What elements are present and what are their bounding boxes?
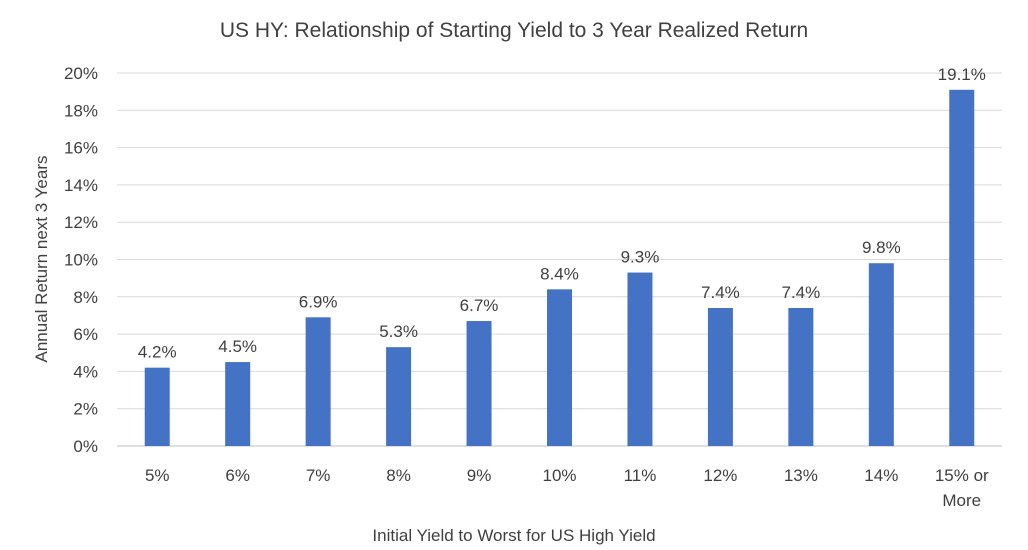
bar <box>627 272 653 446</box>
x-tick-label: 10% <box>542 466 576 485</box>
data-label: 4.2% <box>138 343 177 362</box>
data-label: 7.4% <box>781 283 820 302</box>
y-tick-label: 16% <box>64 139 98 158</box>
x-axis-title: Initial Yield to Worst for US High Yield <box>372 526 655 545</box>
y-tick-label: 20% <box>64 64 98 83</box>
bar <box>547 289 572 446</box>
data-label: 5.3% <box>379 322 418 341</box>
x-axis-ticks: 5% 6% 7% 8% 9% 10% 11% 12% 13% 14% 15% or More <box>145 466 989 510</box>
data-label: 8.4% <box>540 264 579 283</box>
x-tick-label: 6% <box>225 466 250 485</box>
data-label: 19.1% <box>938 65 986 84</box>
y-axis-ticks: 0% 2% 4% 6% 8% 10% 12% 14% 16% 18% 20% <box>64 64 98 456</box>
data-label: 9.8% <box>862 238 901 257</box>
data-label: 4.5% <box>218 337 257 356</box>
x-tick-label: 14% <box>864 466 898 485</box>
bars <box>144 89 975 446</box>
y-tick-label: 6% <box>73 325 98 344</box>
bar <box>868 263 894 446</box>
y-axis-title: Annual Return next 3 Years <box>32 156 51 363</box>
bar <box>949 89 975 446</box>
x-tick-label: 15% or More <box>935 466 989 510</box>
data-label: 9.3% <box>621 248 660 267</box>
data-label: 6.7% <box>460 296 499 315</box>
y-tick-label: 2% <box>73 400 98 419</box>
x-tick-label: 12% <box>703 466 737 485</box>
y-tick-label: 4% <box>73 362 98 381</box>
data-label: 7.4% <box>701 283 740 302</box>
bar <box>788 307 814 446</box>
y-tick-label: 10% <box>64 251 98 270</box>
y-tick-label: 8% <box>73 288 98 307</box>
x-tick-label: 9% <box>467 466 492 485</box>
y-tick-label: 14% <box>64 176 98 195</box>
x-tick-label: 7% <box>306 466 331 485</box>
y-tick-label: 0% <box>73 437 98 456</box>
chart-title: US HY: Relationship of Starting Yield to… <box>220 19 808 42</box>
data-labels: 4.2% 4.5% 6.9% 5.3% 6.7% 8.4% 9.3% 7.4% 7.4% 9.8%… <box>138 65 986 362</box>
data-label: 6.9% <box>299 292 338 311</box>
bar <box>466 321 492 446</box>
x-tick-label: 11% <box>624 466 657 485</box>
bar <box>225 362 251 446</box>
bar <box>305 317 331 446</box>
x-tick-label: 8% <box>386 466 411 485</box>
bar <box>707 307 733 446</box>
x-tick-label: 5% <box>145 466 170 485</box>
y-tick-label: 12% <box>64 213 98 232</box>
y-tick-label: 18% <box>64 101 98 120</box>
bar <box>144 367 170 446</box>
x-tick-label: 13% <box>784 466 818 485</box>
bar <box>386 347 412 446</box>
